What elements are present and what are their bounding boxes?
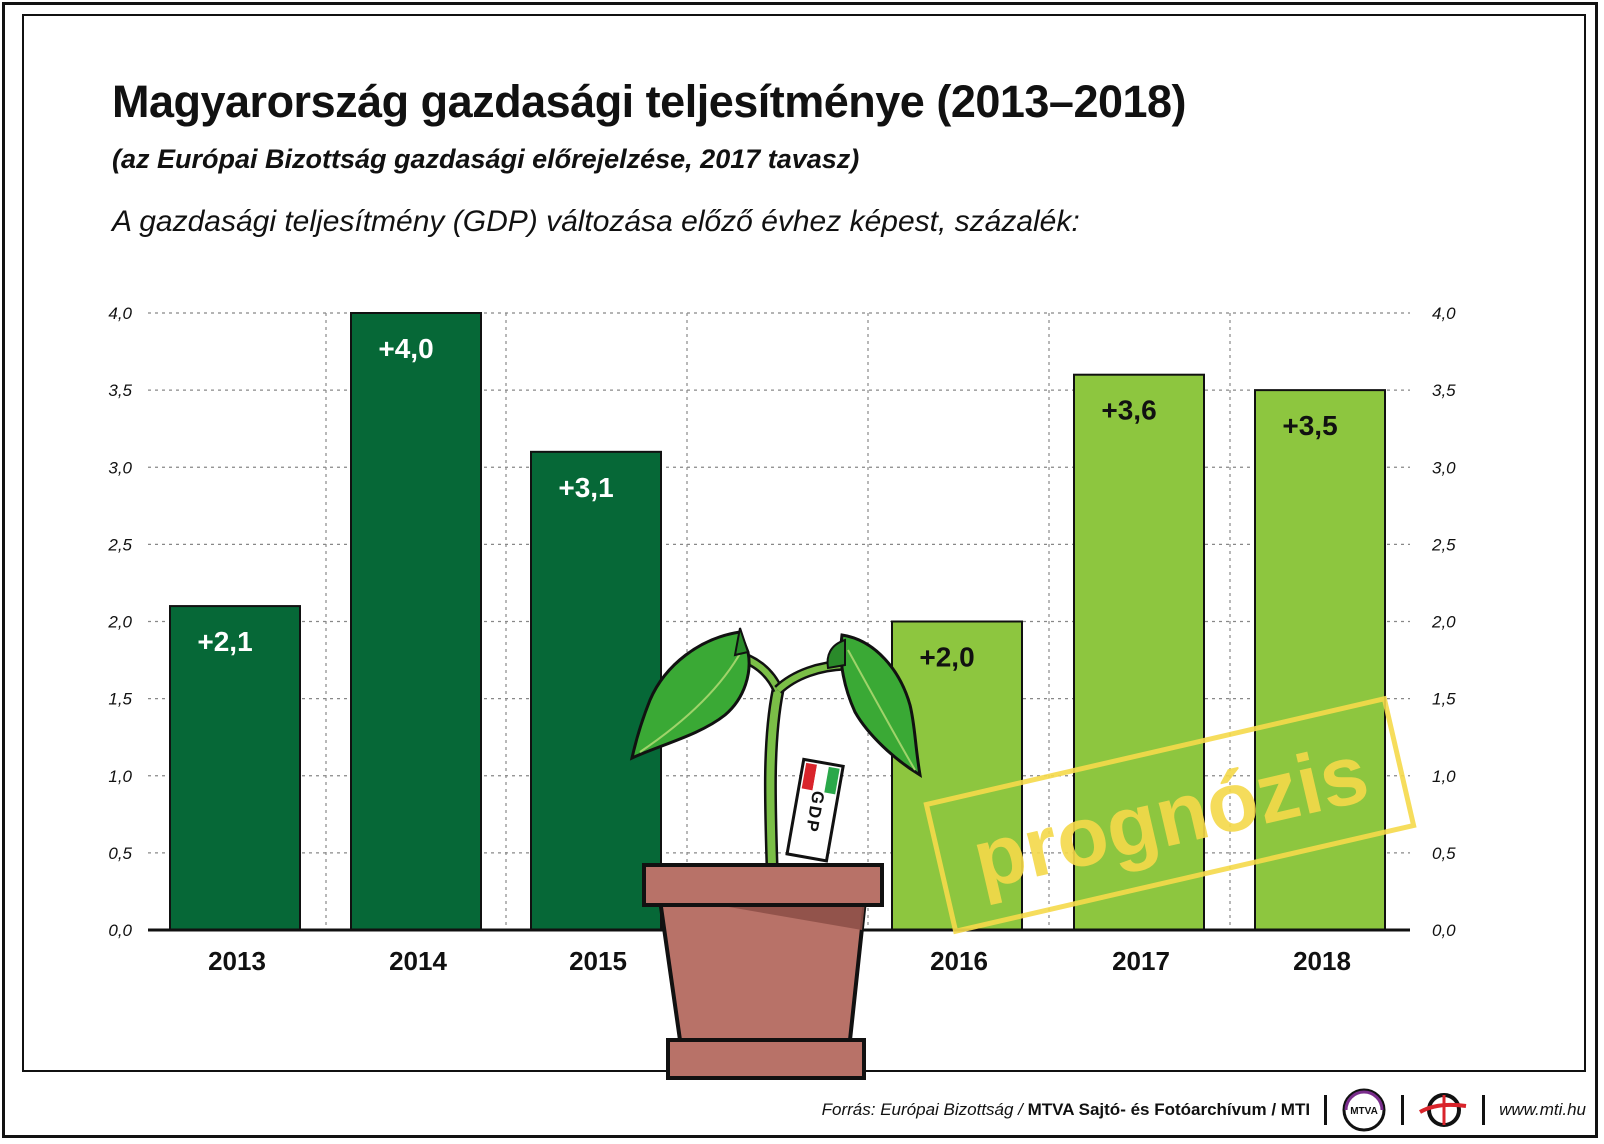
axes: 0,0 0,0 0,5 0,5 1,0 1,0 1,5 1,5 2,0 2,0 2,5 2,5 3,0 3…: [107, 304, 1456, 976]
mti-logo-icon[interactable]: [1418, 1090, 1468, 1130]
gdp-tag: GDP: [785, 757, 845, 863]
bar-2015: [530, 450, 662, 931]
svg-text:MTVA: MTVA: [1350, 1106, 1378, 1117]
y-tick-label-right: 0,0: [1432, 921, 1456, 940]
y-tick-label-left: 3,0: [108, 458, 132, 477]
pot-rim-icon: [642, 863, 884, 907]
y-tick-label-right: 4,0: [1432, 304, 1456, 323]
bar-value-label: +2,1: [197, 626, 252, 657]
source-suffix: / MTI: [1271, 1100, 1311, 1119]
x-tick-label: 2016: [930, 946, 988, 976]
footer-separator: [1324, 1095, 1328, 1125]
right-leaf-icon: [839, 633, 923, 778]
footer-separator: [1482, 1095, 1486, 1125]
bar-2018: [1254, 389, 1386, 931]
bar-2013: [169, 605, 301, 931]
footer-separator: [1401, 1095, 1405, 1125]
y-tick-label-right: 1,0: [1432, 767, 1456, 786]
x-tick-label: 2013: [208, 946, 266, 976]
x-tick-label: 2015: [569, 946, 627, 976]
bar-value-label: +2,0: [919, 642, 974, 673]
pot-base-icon: [666, 1038, 866, 1080]
y-tick-label-left: 0,0: [108, 921, 132, 940]
x-tick-label: 2018: [1293, 946, 1351, 976]
y-tick-label-right: 2,0: [1431, 613, 1456, 632]
source-bold: MTVA Sajtó- és Fotóarchívum: [1027, 1100, 1267, 1119]
bar-2016: [891, 620, 1023, 931]
bar-value-label: +4,0: [378, 333, 433, 364]
chart-title: Magyarország gazdasági teljesítménye (20…: [112, 76, 1187, 127]
y-tick-label-right: 2,5: [1431, 535, 1456, 554]
bar-2014: [350, 312, 482, 931]
left-leaf-icon: [629, 630, 751, 761]
mtva-logo-icon[interactable]: MTVA: [1341, 1087, 1387, 1133]
y-tick-label-right: 0,5: [1432, 844, 1456, 863]
y-tick-label-left: 1,0: [108, 767, 132, 786]
y-tick-label-right: 3,5: [1432, 381, 1456, 400]
y-tick-label-left: 2,0: [107, 613, 132, 632]
plant-illustration: GDP: [629, 627, 923, 1080]
bar-2017: [1073, 373, 1205, 931]
source-prefix: Forrás: Európai Bizottság /: [821, 1100, 1023, 1119]
y-tick-label-left: 3,5: [108, 381, 132, 400]
stamp-border: [923, 695, 1417, 935]
website-link[interactable]: www.mti.hu: [1499, 1100, 1586, 1119]
footer: Forrás: Európai Bizottság / MTVA Sajtó- …: [600, 1088, 1586, 1132]
stem: [766, 689, 782, 866]
x-tick-label: 2017: [1112, 946, 1170, 976]
bars: +2,1 +4,0 +3,1 +2,0 +3,6 +3,5: [169, 312, 1386, 931]
bar-value-label: +3,6: [1101, 395, 1156, 426]
bar-value-label: +3,1: [558, 472, 613, 503]
y-tick-label-left: 2,5: [107, 535, 132, 554]
chart-subtitle: (az Európai Bizottság gazdasági előrejel…: [112, 144, 860, 174]
source-credit: Forrás: Európai Bizottság / MTVA Sajtó- …: [822, 1100, 1310, 1120]
bar-value-label: +3,5: [1282, 410, 1337, 441]
y-tick-label-left: 0,5: [108, 844, 132, 863]
y-tick-label-right: 1,5: [1432, 690, 1456, 709]
y-tick-label-right: 3,0: [1432, 458, 1456, 477]
x-tick-label: 2014: [389, 946, 447, 976]
y-tick-label-left: 1,5: [108, 690, 132, 709]
chart-lead: A gazdasági teljesítmény (GDP) változása…: [112, 205, 1080, 238]
y-tick-label-left: 4,0: [108, 304, 132, 323]
